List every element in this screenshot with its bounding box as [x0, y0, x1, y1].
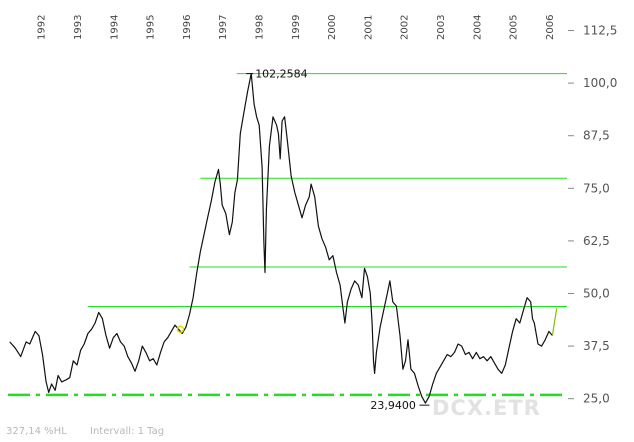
- y-tick-label-3: 75,0: [583, 181, 610, 195]
- low-label: 23,9400: [370, 399, 416, 412]
- annotations: 102,2584 23,9400: [246, 68, 430, 412]
- x-tick-label-14: 2006: [545, 15, 556, 40]
- interval-label: Intervall: 1 Tag: [90, 426, 164, 437]
- x-tick-label-10: 2002: [400, 15, 411, 40]
- price-line-1: [551, 308, 558, 336]
- watermark: DCX.ETR: [432, 396, 541, 420]
- x-tick-label-7: 1999: [291, 15, 302, 40]
- highlight-markers: [176, 325, 185, 334]
- x-tick-label-4: 1996: [182, 15, 193, 40]
- y-tick-label-4: 62,5: [583, 234, 610, 248]
- x-tick-label-13: 2005: [509, 15, 520, 40]
- x-tick-label-12: 2004: [472, 15, 483, 40]
- x-tick-label-0: 1992: [37, 15, 48, 40]
- y-tick-label-7: 25,0: [583, 392, 610, 406]
- highlight-marker-0: [176, 325, 185, 334]
- performance-label: 327,14 %HL: [6, 426, 67, 437]
- price-series: [9, 73, 558, 404]
- high-label: 102,2584: [255, 68, 308, 81]
- x-tick-label-6: 1998: [254, 15, 265, 40]
- x-axis: 1992 1993 1994 1995 1996 1997 1998 1999 2000 2001…: [37, 15, 556, 40]
- footer: 327,14 %HL Intervall: 1 Tag: [6, 426, 164, 437]
- x-tick-label-2: 1994: [109, 15, 120, 40]
- y-tick-label-2: 87,5: [583, 129, 610, 143]
- price-line-0: [9, 73, 553, 404]
- y-tick-label-0: 112,5: [583, 24, 617, 38]
- y-axis: 112,5 100,0 87,5 75,0 62,5 50,0 37,5 25,0: [568, 24, 617, 406]
- y-tick-label-5: 50,0: [583, 286, 610, 300]
- support-resistance-lines: [8, 73, 567, 397]
- y-tick-label-1: 100,0: [583, 76, 617, 90]
- x-tick-label-8: 2000: [327, 15, 338, 40]
- x-tick-label-1: 1993: [73, 15, 84, 40]
- y-tick-label-6: 37,5: [583, 339, 610, 353]
- x-tick-label-11: 2003: [436, 15, 447, 40]
- x-tick-label-3: 1995: [146, 15, 157, 40]
- x-tick-label-5: 1997: [218, 15, 229, 40]
- x-tick-label-9: 2001: [363, 15, 374, 40]
- symbol-watermark: DCX.ETR: [432, 396, 541, 420]
